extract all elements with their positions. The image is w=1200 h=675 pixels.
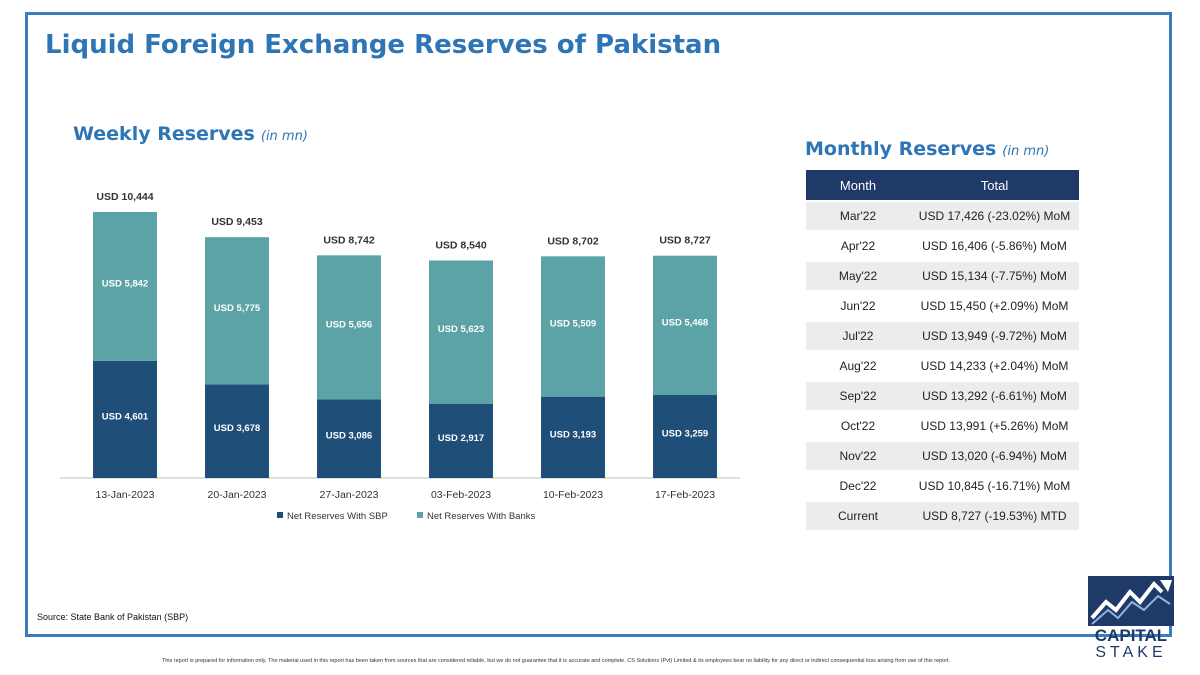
table-row: Nov'22 USD 13,020 (-6.94%) MoM xyxy=(806,440,1079,471)
total-label: USD 8,727 xyxy=(659,235,711,247)
data-label-sbp: USD 3,086 xyxy=(326,431,372,442)
total-cell: USD 8,727 (-19.53%) MTD xyxy=(910,500,1079,530)
column-header-total: Total xyxy=(910,170,1079,201)
month-cell: Nov'22 xyxy=(806,440,910,471)
table-row: Mar'22 USD 17,426 (-23.02%) MoM xyxy=(806,200,1079,231)
bar-banks xyxy=(653,255,717,395)
bar-sbp xyxy=(429,403,493,478)
monthly-title-text: Monthly Reserves xyxy=(805,138,997,160)
bar-sbp xyxy=(317,399,381,478)
bar-sbp xyxy=(205,384,269,478)
month-cell: Mar'22 xyxy=(806,200,910,231)
table-row: Oct'22 USD 13,991 (+5.26%) MoM xyxy=(806,410,1079,441)
bar-banks xyxy=(429,260,493,404)
data-label-banks: USD 5,468 xyxy=(662,317,708,328)
data-label-sbp: USD 2,917 xyxy=(438,433,484,444)
table-body: Mar'22 USD 17,426 (-23.02%) MoM Apr'22 USD … xyxy=(806,200,1079,530)
disclaimer: This report is prepared for information … xyxy=(161,658,951,664)
legend-label: Net Reserves With SBP xyxy=(287,511,388,522)
monthly-reserves-table: Month Total Mar'22 USD 17,426 (-23.02%) M… xyxy=(806,170,1079,530)
month-cell: May'22 xyxy=(806,260,910,291)
total-cell: USD 13,020 (-6.94%) MoM xyxy=(910,440,1079,471)
total-cell: USD 13,949 (-9.72%) MoM xyxy=(910,320,1079,351)
capital-stake-logo: CAPITAL STAKE xyxy=(1086,576,1176,666)
table-row: Jul'22 USD 13,949 (-9.72%) MoM xyxy=(806,320,1079,351)
bar-banks xyxy=(317,255,381,400)
table-row: Sep'22 USD 13,292 (-6.61%) MoM xyxy=(806,380,1079,411)
table-row: Jun'22 USD 15,450 (+2.09%) MoM xyxy=(806,290,1079,321)
monthly-reserves-title: Monthly Reserves (in mn) xyxy=(805,138,1049,160)
slide-frame xyxy=(25,12,1172,637)
bar-banks xyxy=(205,237,269,385)
legend-swatch xyxy=(417,512,423,518)
weekly-title-text: Weekly Reserves xyxy=(73,123,255,145)
x-tick-label: 13-Jan-2023 xyxy=(96,489,155,501)
x-tick-label: 10-Feb-2023 xyxy=(543,489,603,501)
table-row: Apr'22 USD 16,406 (-5.86%) MoM xyxy=(806,230,1079,261)
bar-banks xyxy=(93,211,157,361)
total-cell: USD 15,450 (+2.09%) MoM xyxy=(910,290,1079,321)
source-note: Source: State Bank of Pakistan (SBP) xyxy=(37,612,189,622)
total-cell: USD 13,991 (+5.26%) MoM xyxy=(910,410,1079,441)
data-label-sbp: USD 3,193 xyxy=(550,429,596,440)
logo-text-stake: STAKE xyxy=(1095,644,1167,661)
table-header-row: Month Total xyxy=(806,170,1079,201)
total-cell: USD 15,134 (-7.75%) MoM xyxy=(910,260,1079,291)
data-label-banks: USD 5,842 xyxy=(102,278,148,289)
bar-sbp xyxy=(541,396,605,478)
month-cell: Dec'22 xyxy=(806,470,910,501)
legend-swatch xyxy=(277,512,283,518)
weekly-reserves-title: Weekly Reserves (in mn) xyxy=(73,123,308,145)
month-cell: Apr'22 xyxy=(806,230,910,261)
column-header-month: Month xyxy=(806,170,910,201)
x-tick-label: 03-Feb-2023 xyxy=(431,489,491,501)
rising-chart-icon xyxy=(1088,576,1174,626)
month-cell: Sep'22 xyxy=(806,380,910,411)
total-cell: USD 13,292 (-6.61%) MoM xyxy=(910,380,1079,411)
table-row: Current USD 8,727 (-19.53%) MTD xyxy=(806,500,1079,530)
total-label: USD 8,540 xyxy=(435,239,487,251)
total-label: USD 8,742 xyxy=(323,234,375,246)
x-tick-label: 20-Jan-2023 xyxy=(208,489,267,501)
table-row: Dec'22 USD 10,845 (-16.71%) MoM xyxy=(806,470,1079,501)
month-cell: Jun'22 xyxy=(806,290,910,321)
x-tick-label: 17-Feb-2023 xyxy=(655,489,715,501)
logo-text-capital: CAPITAL xyxy=(1094,626,1168,645)
table-row: Aug'22 USD 14,233 (+2.04%) MoM xyxy=(806,350,1079,381)
total-cell: USD 14,233 (+2.04%) MoM xyxy=(910,350,1079,381)
month-cell: Oct'22 xyxy=(806,410,910,441)
monthly-unit: (in mn) xyxy=(1002,144,1050,159)
data-label-banks: USD 5,656 xyxy=(326,319,372,330)
weekly-unit: (in mn) xyxy=(260,129,308,144)
total-label: USD 9,453 xyxy=(211,216,263,228)
total-label: USD 10,444 xyxy=(96,191,153,203)
total-cell: USD 17,426 (-23.02%) MoM xyxy=(910,200,1079,231)
data-label-sbp: USD 3,678 xyxy=(214,423,260,434)
bar-banks xyxy=(541,256,605,397)
bar-sbp xyxy=(653,394,717,478)
data-label-banks: USD 5,623 xyxy=(438,324,484,335)
page-title: Liquid Foreign Exchange Reserves of Paki… xyxy=(45,30,722,60)
table-row: May'22 USD 15,134 (-7.75%) MoM xyxy=(806,260,1079,291)
month-cell: Current xyxy=(806,500,910,530)
bar-sbp xyxy=(93,360,157,478)
data-label-sbp: USD 3,259 xyxy=(662,428,708,439)
total-label: USD 8,702 xyxy=(547,235,599,247)
x-tick-label: 27-Jan-2023 xyxy=(320,489,379,501)
weekly-reserves-chart: USD 4,601 USD 5,842 USD 10,444 13-Jan-2023 U… xyxy=(60,191,740,522)
total-cell: USD 10,845 (-16.71%) MoM xyxy=(910,470,1079,501)
total-cell: USD 16,406 (-5.86%) MoM xyxy=(910,230,1079,261)
data-label-sbp: USD 4,601 xyxy=(102,411,149,422)
data-label-banks: USD 5,775 xyxy=(214,303,261,314)
month-cell: Aug'22 xyxy=(806,350,910,381)
legend-label: Net Reserves With Banks xyxy=(427,511,535,522)
month-cell: Jul'22 xyxy=(806,320,910,351)
data-label-banks: USD 5,509 xyxy=(550,319,596,330)
